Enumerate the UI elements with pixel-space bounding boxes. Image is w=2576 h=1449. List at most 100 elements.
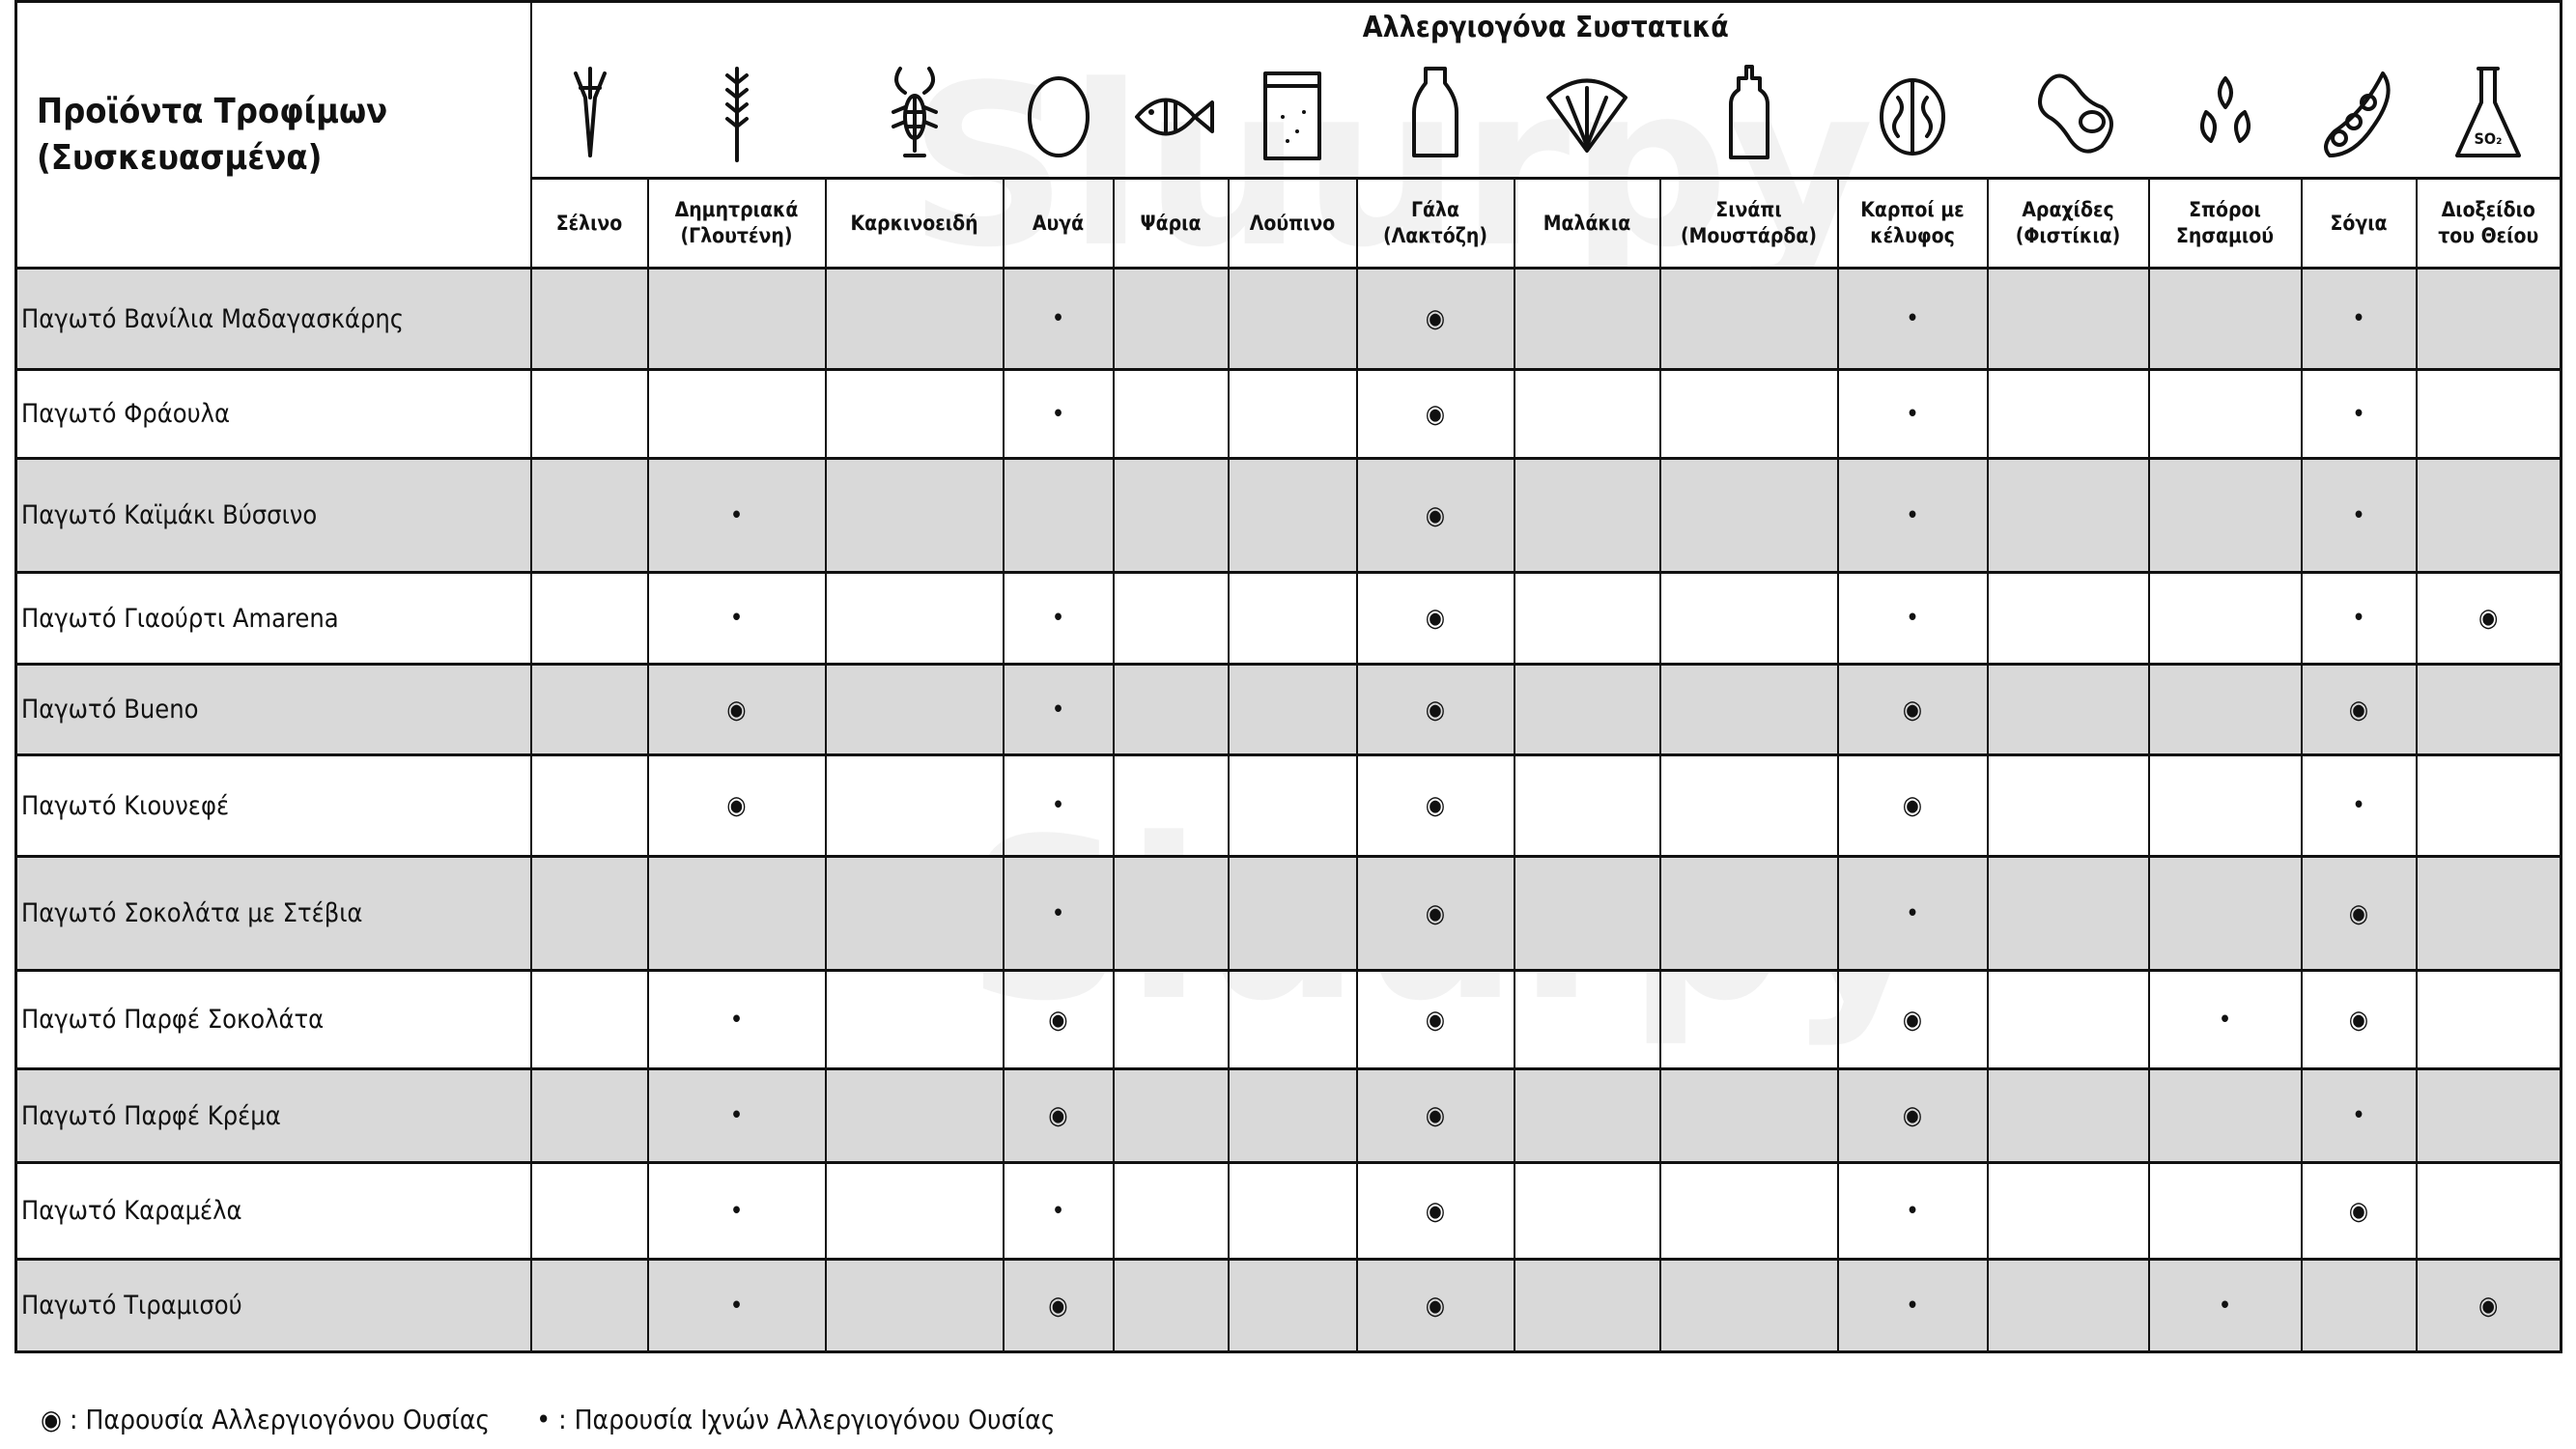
allergen-cell: [824, 969, 1005, 1070]
allergen-label-line1: Ψάρια: [1140, 211, 1202, 235]
allergen-cell: •: [646, 1161, 827, 1261]
allergen-cell: [824, 753, 1005, 858]
allergen-cell: •: [1836, 457, 1989, 574]
allergen-cell: •: [2300, 368, 2418, 460]
allergen-cell: [2147, 571, 2303, 666]
table-row: Παγωτό Καϊμάκι Βύσσινο • ◉ • •: [14, 457, 2562, 574]
allergen-cell: ◉: [1002, 969, 1115, 1070]
allergen-cell: [1986, 1258, 2150, 1353]
allergen-cell: •: [1002, 1161, 1115, 1261]
allergen-cell: ◉: [1836, 663, 1989, 756]
present-mark: ◉: [1902, 1005, 1923, 1035]
allergen-icon-cell: [1659, 51, 1838, 180]
allergen-cell: [1513, 368, 1661, 460]
present-mark: ◉: [1048, 1291, 1068, 1321]
trace-mark: •: [729, 604, 744, 633]
trace-mark: •: [1051, 898, 1065, 928]
allergen-cell: [2415, 1161, 2562, 1261]
allergen-cell: [824, 267, 1005, 371]
allergen-cell: [1227, 855, 1358, 972]
allergen-cell: ◉: [1355, 1067, 1515, 1164]
allergen-cell: •: [2300, 571, 2418, 666]
product-name: Παγωτό Καραμέλα: [14, 1161, 532, 1261]
trace-mark: •: [2352, 500, 2365, 530]
product-name: Παγωτό Παρφέ Σοκολάτα: [14, 969, 532, 1070]
allergen-cell: [1658, 969, 1839, 1070]
allergen-label-line1: Σόγια: [2330, 211, 2388, 235]
allergen-cell: [1112, 969, 1230, 1070]
present-mark: ◉: [2478, 604, 2499, 633]
allergen-label: Αυγά: [1002, 177, 1115, 270]
present-mark: ◉: [1425, 500, 1446, 530]
allergen-cell: ◉: [1355, 969, 1515, 1070]
allergen-cell: [1112, 457, 1230, 574]
allergen-cell: [1112, 1067, 1230, 1164]
allergen-cell: [1986, 368, 2150, 460]
allergen-icon-cell: [1987, 51, 2149, 180]
allergen-label: Σπόροι Σησαμιού: [2147, 177, 2303, 270]
allergen-cell: [1513, 1258, 1661, 1353]
allergen-cell: ◉: [1836, 753, 1989, 858]
allergen-cell: [1658, 1067, 1839, 1164]
allergen-cell: •: [1002, 571, 1115, 666]
allergen-label-line2: (Μουστάρδα): [1680, 224, 1818, 247]
allergen-cell: [1986, 571, 2150, 666]
allergen-label: Σόγια: [2300, 177, 2418, 270]
allergen-cell: [2415, 267, 2562, 371]
allergen-icon-cell: [530, 51, 648, 180]
allergen-label: Αραχίδες (Φιστίκια): [1986, 177, 2150, 270]
trace-mark: •: [1051, 304, 1065, 333]
allergen-cell: [1112, 1161, 1230, 1261]
allergen-cell: [1112, 855, 1230, 972]
allergen-cell: [1227, 1161, 1358, 1261]
allergen-cell: [2415, 1067, 2562, 1164]
allergen-cell: [646, 855, 827, 972]
present-mark: ◉: [1425, 1291, 1446, 1321]
allergen-cell: •: [1836, 267, 1989, 371]
present-mark: ◉: [1902, 1101, 1923, 1130]
allergen-cell: [1513, 753, 1661, 858]
allergen-cell: [529, 368, 649, 460]
trace-mark: •: [729, 1196, 744, 1226]
table-row: Παγωτό Τιραμισού • ◉ ◉ • • ◉: [14, 1258, 2562, 1353]
present-mark: ◉: [2348, 898, 2369, 928]
egg-icon: [1027, 76, 1090, 157]
allergen-label-line2: (Λακτόζη): [1383, 224, 1487, 247]
so2-flask-icon: SO₂: [2454, 67, 2521, 157]
allergen-label: Σέλινο: [529, 177, 649, 270]
trace-mark: •: [1906, 604, 1919, 633]
allergen-cell: [2147, 1067, 2303, 1164]
allergen-cell: [1112, 1258, 1230, 1353]
allergen-cell: ◉: [1355, 368, 1515, 460]
allergen-cell: [1986, 1067, 2150, 1164]
trace-mark: •: [1906, 898, 1919, 928]
trace-mark: •: [2352, 399, 2365, 429]
allergen-cell: •: [1002, 753, 1115, 858]
allergen-cell: [1112, 267, 1230, 371]
allergen-cell: [2147, 855, 2303, 972]
allergen-cell: •: [2147, 969, 2303, 1070]
allergen-cell: •: [2300, 267, 2418, 371]
allergen-table: Προϊόντα Τροφίμων (Συσκευασμένα) Αλλεργι…: [14, 0, 2563, 1353]
products-header: Προϊόντα Τροφίμων (Συσκευασμένα): [14, 0, 532, 270]
allergen-cell: [1658, 571, 1839, 666]
allergen-label: Ψάρια: [1112, 177, 1230, 270]
allergen-cell: [1986, 663, 2150, 756]
allergen-cell: ◉: [2300, 969, 2418, 1070]
allergen-label-line1: Σέλινο: [555, 211, 623, 235]
present-mark: ◉: [1425, 695, 1446, 724]
trace-mark: •: [2352, 791, 2365, 820]
allergen-cell: •: [2147, 1258, 2303, 1353]
allergen-label-line1: Καρκινοειδή: [850, 211, 978, 235]
trace-mark: •: [1906, 399, 1919, 429]
table-row: Παγωτό Σοκολάτα με Στέβια • ◉ • ◉: [14, 855, 2562, 972]
allergen-cell: [1658, 1161, 1839, 1261]
table-row: Παγωτό Παρφέ Κρέμα • ◉ ◉ ◉ •: [14, 1067, 2562, 1164]
allergen-cell: [2147, 267, 2303, 371]
legend: ◉ : Παρουσία Αλλεργιογόνου Ουσίας • : Πα…: [41, 1404, 1094, 1435]
allergen-cell: •: [646, 571, 827, 666]
present-mark: ◉: [726, 695, 747, 724]
allergen-label: Καρκινοειδή: [824, 177, 1005, 270]
allergen-icon-cell: [1837, 51, 1988, 180]
trace-mark: •: [1906, 1196, 1919, 1226]
